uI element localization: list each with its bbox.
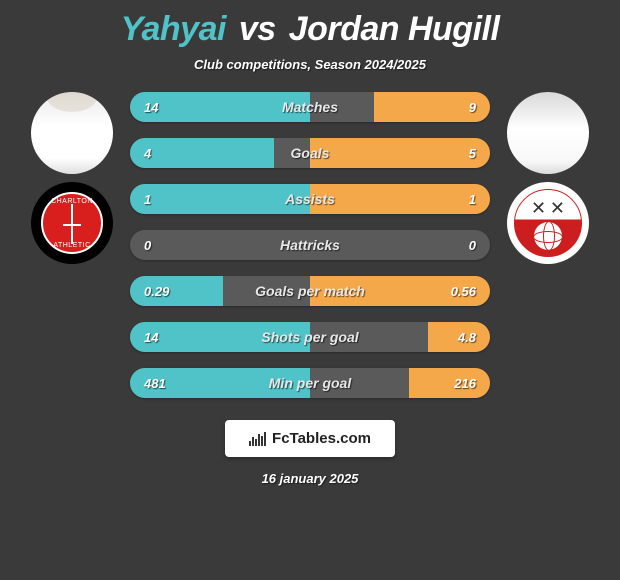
stat-fill-right bbox=[310, 184, 490, 214]
bars-chart-icon bbox=[249, 432, 266, 446]
stat-value-left: 0 bbox=[144, 238, 151, 253]
football-icon bbox=[534, 222, 562, 250]
stat-label: Min per goal bbox=[269, 375, 351, 391]
title-vs: vs bbox=[239, 10, 276, 48]
stat-fill-left bbox=[130, 184, 310, 214]
stat-value-left: 14 bbox=[144, 330, 158, 345]
stat-value-left: 1 bbox=[144, 192, 151, 207]
stat-label: Matches bbox=[282, 99, 338, 115]
title-player2: Jordan Hugill bbox=[289, 10, 500, 48]
left-column: CHARLTON ATHLETIC bbox=[22, 92, 122, 264]
stat-label: Hattricks bbox=[280, 237, 340, 253]
player1-club-badge: CHARLTON ATHLETIC bbox=[31, 182, 113, 264]
stat-bar: 481 216 Min per goal bbox=[130, 368, 490, 398]
stat-bar: 14 9 Matches bbox=[130, 92, 490, 122]
stat-value-left: 0.29 bbox=[144, 284, 169, 299]
title: Yahyai vs Jordan Hugill bbox=[121, 10, 500, 49]
stat-value-right: 9 bbox=[469, 100, 476, 115]
charlton-badge-inner: CHARLTON ATHLETIC bbox=[41, 192, 103, 254]
comparison-card: Yahyai vs Jordan Hugill Club competition… bbox=[0, 0, 620, 580]
rotherham-badge-inner: ✕ ✕ bbox=[514, 189, 582, 257]
stat-value-left: 14 bbox=[144, 100, 158, 115]
stat-value-right: 5 bbox=[469, 146, 476, 161]
site-logo: FcTables.com bbox=[225, 420, 395, 457]
stat-bar: 0.29 0.56 Goals per match bbox=[130, 276, 490, 306]
stat-label: Goals per match bbox=[255, 283, 365, 299]
stats-column: 14 9 Matches 4 5 Goals 1 1 Assists 0 0 Hattricks 0.2… bbox=[130, 92, 490, 398]
charlton-text-bottom: ATHLETIC bbox=[53, 242, 90, 249]
stat-label: Goals bbox=[291, 145, 330, 161]
stat-value-left: 4 bbox=[144, 146, 151, 161]
stat-value-left: 481 bbox=[144, 376, 166, 391]
title-player1: Yahyai bbox=[121, 10, 226, 48]
stat-bar: 1 1 Assists bbox=[130, 184, 490, 214]
windmill-icon: ✕ bbox=[550, 198, 565, 219]
stat-bar: 4 5 Goals bbox=[130, 138, 490, 168]
stat-value-right: 216 bbox=[454, 376, 476, 391]
stat-value-right: 0.56 bbox=[451, 284, 476, 299]
stat-label: Assists bbox=[285, 191, 335, 207]
stat-value-right: 1 bbox=[469, 192, 476, 207]
stat-value-right: 4.8 bbox=[458, 330, 476, 345]
stat-value-right: 0 bbox=[469, 238, 476, 253]
stat-bar: 0 0 Hattricks bbox=[130, 230, 490, 260]
player2-photo bbox=[507, 92, 589, 174]
player1-photo bbox=[31, 92, 113, 174]
date: 16 january 2025 bbox=[262, 471, 359, 486]
stat-bar: 14 4.8 Shots per goal bbox=[130, 322, 490, 352]
stat-label: Shots per goal bbox=[261, 329, 358, 345]
stat-fill-right bbox=[310, 138, 490, 168]
content-row: CHARLTON ATHLETIC 14 9 Matches 4 5 Goals 1 1 Ass… bbox=[0, 92, 620, 398]
stat-fill-right bbox=[409, 368, 490, 398]
windmill-icon-group: ✕ ✕ bbox=[533, 198, 563, 220]
player2-club-badge: ✕ ✕ bbox=[507, 182, 589, 264]
stat-fill-left bbox=[130, 138, 274, 168]
subtitle: Club competitions, Season 2024/2025 bbox=[194, 57, 426, 72]
windmill-icon: ✕ bbox=[531, 198, 546, 219]
right-column: ✕ ✕ bbox=[498, 92, 598, 264]
site-name: FcTables.com bbox=[272, 430, 371, 447]
sword-hilt-icon bbox=[63, 224, 81, 226]
